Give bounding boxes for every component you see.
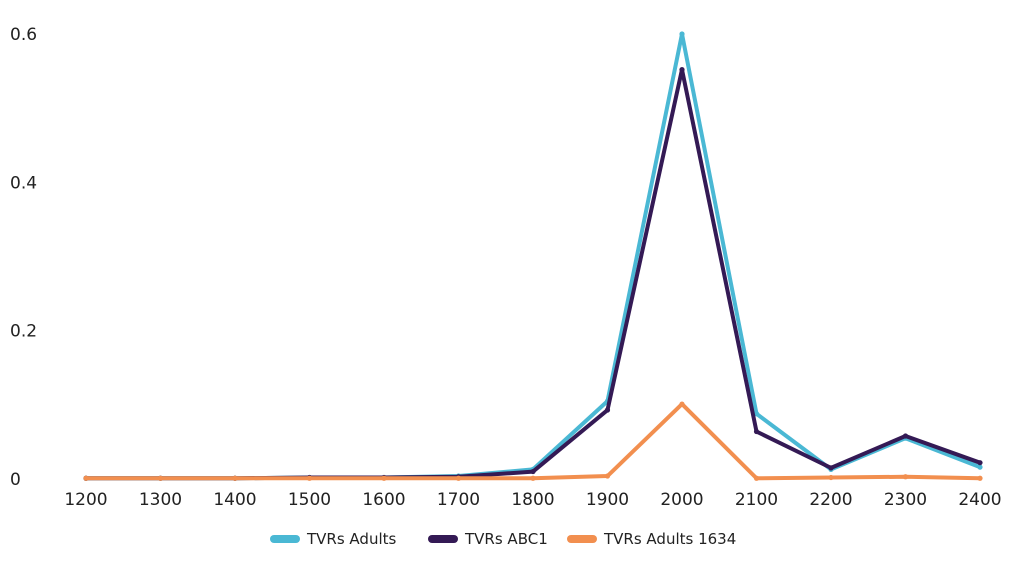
data-point [381,475,387,481]
data-point [753,411,760,417]
data-point [977,460,983,466]
data-point [977,464,983,470]
x-tick-label: 2100 [735,490,778,510]
x-tick-label: 2200 [809,490,852,510]
x-tick-label: 1800 [511,490,554,510]
data-point [753,428,760,435]
series-line-1 [84,67,982,481]
x-tick-label: 1300 [139,490,182,510]
data-point [679,67,685,73]
data-point [530,468,536,475]
y-tick-label: 0.4 [10,173,37,193]
legend-label: TVRs Adults 1634 [603,530,736,548]
y-tick-label: 0.6 [10,25,37,45]
x-tick-label: 2000 [660,490,703,510]
data-point [83,475,89,481]
data-point [232,475,238,481]
data-point [679,31,685,37]
x-tick-label: 1500 [288,490,331,510]
x-tick-label: 2300 [884,490,927,510]
series-line-0 [84,32,982,481]
x-tick-label: 1200 [64,490,107,510]
legend-swatch [428,535,458,543]
data-point [679,401,685,407]
x-tick-label: 2400 [958,490,1001,510]
data-point [604,473,611,479]
y-tick-label: 0 [10,470,21,490]
data-point [828,474,834,481]
data-point [530,475,536,481]
legend-swatch [270,535,300,543]
x-tick-label: 1600 [362,490,405,510]
x-tick-label: 1400 [213,490,256,510]
y-axis-ticks: 0 0.2 0.4 0.6 [10,25,37,490]
x-tick-label: 1700 [437,490,480,510]
data-point [306,475,313,481]
data-point [828,465,834,471]
legend-label: TVRs ABC1 [464,530,548,548]
legend: TVRs Adults TVRs ABC1 TVRs Adults 1634 [270,530,736,548]
data-point [902,474,909,480]
data-point [753,475,760,481]
legend-swatch [567,535,597,543]
data-point [977,475,983,481]
series-layer [83,31,983,481]
data-point [455,475,462,481]
x-axis-ticks: 1200 1300 1400 1500 1600 1700 1800 1900 2000 2100… [64,490,1001,510]
data-point [157,475,164,481]
data-point [604,407,611,413]
y-tick-label: 0.2 [10,322,37,342]
legend-label: TVRs Adults [306,530,397,548]
data-point [902,433,909,439]
x-tick-label: 1900 [586,490,629,510]
